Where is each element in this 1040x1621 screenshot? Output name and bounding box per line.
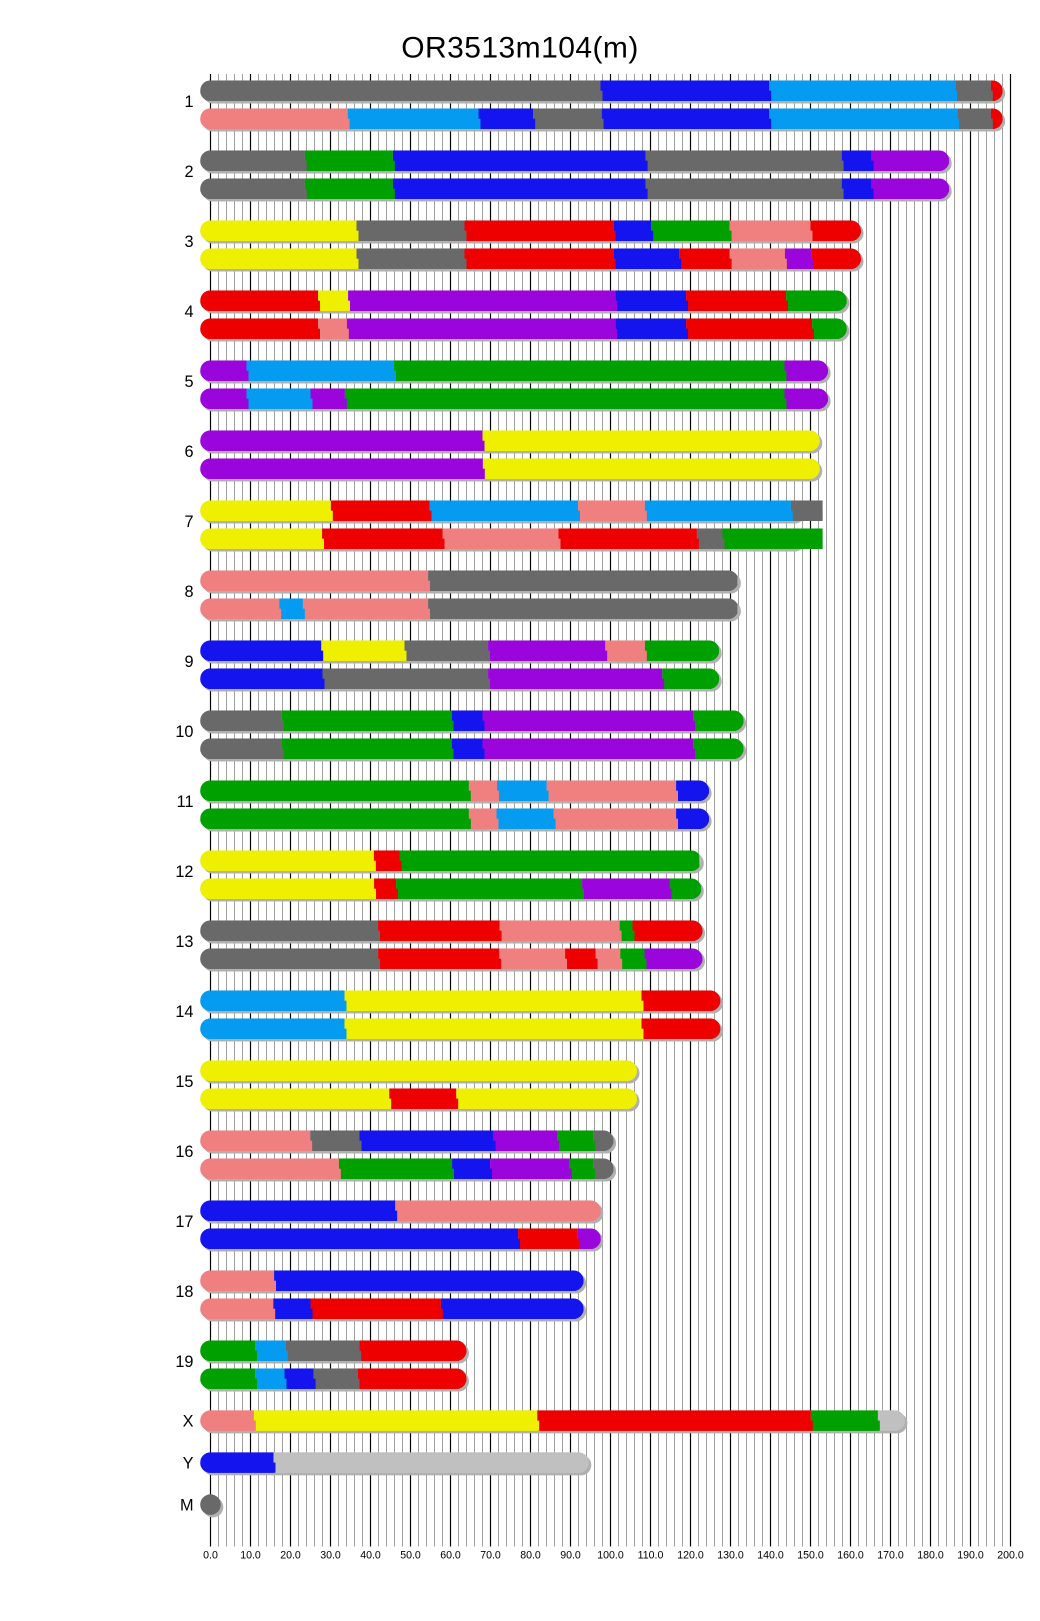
svg-text:120.0: 120.0 bbox=[677, 1549, 704, 1561]
svg-text:10: 10 bbox=[175, 723, 193, 741]
svg-text:170.0: 170.0 bbox=[877, 1549, 904, 1561]
svg-text:7: 7 bbox=[184, 513, 193, 531]
svg-text:200.0: 200.0 bbox=[997, 1549, 1024, 1561]
svg-text:30.0: 30.0 bbox=[320, 1549, 341, 1561]
svg-text:90.0: 90.0 bbox=[560, 1549, 581, 1561]
svg-text:6: 6 bbox=[184, 443, 193, 461]
svg-text:70.0: 70.0 bbox=[480, 1549, 501, 1561]
svg-text:2: 2 bbox=[184, 163, 193, 181]
svg-text:160.0: 160.0 bbox=[837, 1549, 864, 1561]
svg-text:5: 5 bbox=[184, 373, 193, 391]
svg-text:15: 15 bbox=[175, 1073, 193, 1091]
svg-text:10.0: 10.0 bbox=[240, 1549, 261, 1561]
svg-text:50.0: 50.0 bbox=[400, 1549, 421, 1561]
svg-text:80.0: 80.0 bbox=[520, 1549, 541, 1561]
svg-text:9: 9 bbox=[184, 653, 193, 671]
svg-text:40.0: 40.0 bbox=[360, 1549, 381, 1561]
svg-text:Y: Y bbox=[183, 1455, 194, 1473]
svg-text:110.0: 110.0 bbox=[638, 1549, 664, 1561]
svg-text:OR3513m104(m): OR3513m104(m) bbox=[401, 32, 639, 65]
svg-text:18: 18 bbox=[175, 1283, 193, 1301]
svg-text:4: 4 bbox=[184, 303, 193, 321]
svg-text:1: 1 bbox=[184, 93, 193, 111]
svg-text:3: 3 bbox=[184, 233, 193, 251]
svg-text:X: X bbox=[183, 1413, 194, 1431]
svg-text:M: M bbox=[180, 1497, 194, 1515]
svg-text:0.0: 0.0 bbox=[203, 1549, 218, 1561]
svg-text:11: 11 bbox=[177, 793, 194, 811]
svg-text:14: 14 bbox=[175, 1003, 193, 1021]
svg-text:140.0: 140.0 bbox=[757, 1549, 784, 1561]
svg-text:16: 16 bbox=[175, 1143, 193, 1161]
svg-text:180.0: 180.0 bbox=[917, 1549, 944, 1561]
svg-text:19: 19 bbox=[175, 1353, 193, 1371]
svg-text:60.0: 60.0 bbox=[440, 1549, 461, 1561]
svg-text:17: 17 bbox=[175, 1213, 193, 1231]
svg-text:190.0: 190.0 bbox=[957, 1549, 984, 1561]
svg-text:13: 13 bbox=[175, 933, 193, 951]
svg-text:130.0: 130.0 bbox=[717, 1549, 744, 1561]
svg-text:12: 12 bbox=[175, 863, 193, 881]
svg-text:20.0: 20.0 bbox=[280, 1549, 301, 1561]
svg-text:8: 8 bbox=[184, 583, 193, 601]
svg-text:150.0: 150.0 bbox=[797, 1549, 824, 1561]
svg-text:100.0: 100.0 bbox=[597, 1549, 624, 1561]
